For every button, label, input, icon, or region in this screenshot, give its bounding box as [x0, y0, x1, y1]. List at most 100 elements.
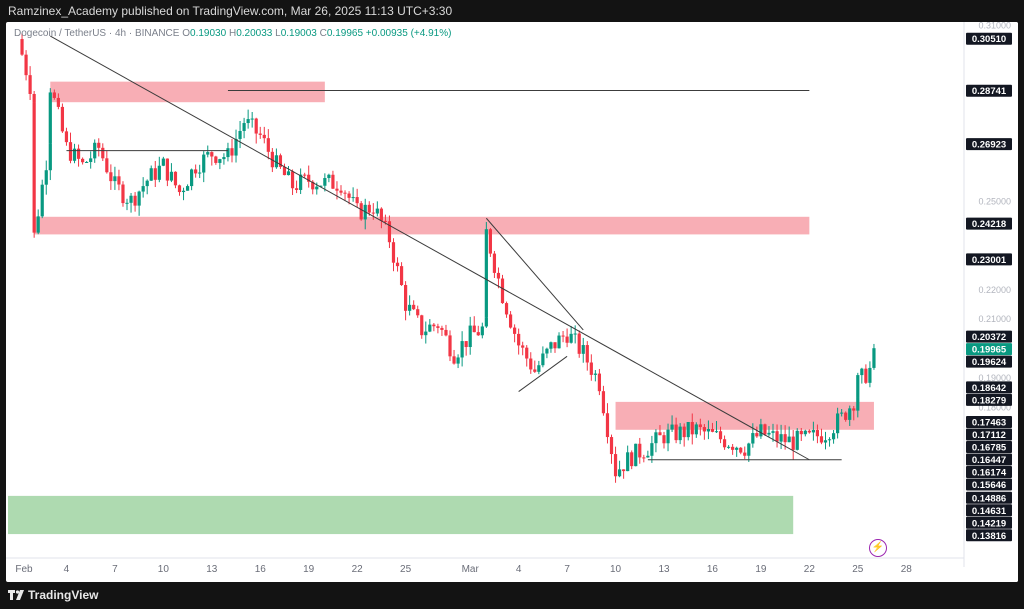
candle-body-208	[848, 408, 852, 420]
candle-body-34	[149, 168, 153, 181]
candle-body-41	[177, 185, 182, 193]
price-label-15: 0.15646	[972, 480, 1006, 491]
price-label-box-18	[966, 516, 1012, 529]
candle-body-82	[343, 192, 347, 194]
x-tick-label-12: 10	[610, 564, 622, 575]
candle-body-214	[868, 367, 872, 383]
candle-body-117	[484, 317, 488, 327]
x-tick-label-14: 16	[707, 564, 719, 575]
candle-body-2	[28, 75, 32, 94]
candle-body-188	[767, 432, 771, 435]
candle-body-46	[198, 172, 202, 174]
candle-body-13	[64, 131, 69, 143]
price-label-box-10	[966, 416, 1012, 429]
candle-body-16	[76, 148, 81, 159]
price-label-0: 0.30510	[972, 34, 1006, 45]
candle-body-89	[371, 212, 375, 214]
lightning-icon[interactable]: ⚡	[869, 539, 887, 557]
candle-body-140	[573, 333, 577, 335]
x-tick-label-2: 7	[112, 564, 118, 575]
candle-body-159	[650, 443, 654, 456]
price-label-4: 0.23001	[972, 255, 1007, 266]
candle-body-165	[674, 424, 678, 441]
candle-body-170	[694, 424, 698, 435]
candle-body-193	[787, 436, 791, 443]
publisher-bar: Ramzinex_Academy published on TradingVie…	[0, 0, 1024, 22]
y-tick-label-2: 0.22000	[978, 285, 1011, 295]
candlestick-chart[interactable]: 0.31000 0.25000 0.22000 0.21000 0.19000 0.180…	[6, 22, 1018, 582]
candle-body-205	[836, 413, 840, 434]
price-label-box-4	[966, 253, 1012, 266]
candle-body-3	[32, 93, 36, 103]
candle-body-167	[682, 426, 686, 438]
brand-name: TradingView	[28, 588, 99, 602]
candle-body-157	[642, 457, 646, 459]
candle-body-71	[299, 174, 303, 190]
candle-body-75	[315, 186, 319, 190]
brand-bar: TradingView	[0, 582, 1024, 609]
candle-body-197	[803, 430, 807, 435]
candle-body-24	[109, 172, 113, 182]
candle-body-211	[856, 375, 860, 398]
candle-body-180	[735, 447, 739, 450]
x-tick-label-10: 4	[516, 564, 522, 575]
candle-body-153	[626, 452, 630, 472]
candle-body-172	[702, 427, 706, 432]
candle-body-1	[24, 54, 28, 76]
price-label-box-1	[966, 84, 1012, 97]
candle-body-181	[739, 447, 743, 453]
price-label-11: 0.17112	[972, 430, 1006, 441]
price-label-18: 0.14219	[972, 518, 1006, 529]
price-label-box-3	[966, 217, 1012, 230]
candle-body-147	[601, 391, 606, 414]
price-label-box-7	[966, 355, 1012, 368]
candle-body-162	[662, 435, 666, 444]
candle-body-43	[185, 186, 190, 191]
candle-body-67	[282, 166, 287, 176]
candle-body-40	[173, 171, 178, 186]
candle-body-178	[727, 446, 731, 448]
candle-body-137	[561, 335, 565, 337]
price-label-12: 0.16785	[972, 443, 1007, 454]
candle-body-119	[488, 229, 492, 254]
low-value: 0.19003	[280, 28, 317, 39]
candle-body-108	[448, 335, 452, 357]
candle-body-189	[771, 431, 775, 433]
candle-body-198	[807, 430, 811, 433]
candle-body-18	[85, 161, 89, 163]
supply-zone-2	[615, 401, 874, 430]
candle-body-32	[141, 186, 145, 192]
candle-body-72	[303, 174, 307, 176]
publisher-text: Ramzinex_Academy published on TradingVie…	[8, 4, 453, 18]
chart-panel[interactable]: 0.31000 0.25000 0.22000 0.21000 0.19000 0.180…	[6, 22, 1018, 582]
candle-body-23	[105, 158, 109, 173]
candle-body-7	[44, 170, 48, 185]
candle-body-62	[262, 134, 266, 139]
candle-body-85	[355, 197, 359, 204]
candle-body-190	[775, 431, 779, 442]
high-label: H	[228, 28, 237, 39]
candle-body-179	[731, 446, 735, 450]
open-value: 0.19030	[190, 28, 227, 39]
price-label-box-2	[966, 138, 1012, 151]
candle-body-51	[218, 159, 222, 163]
symbol-name: Dogecoin / TetherUS · 4h · BINANCE	[14, 28, 180, 39]
price-label-7: 0.19624	[972, 357, 1007, 368]
candle-body-66	[278, 155, 283, 167]
candle-body-171	[698, 424, 702, 428]
candle-body-101	[420, 315, 424, 336]
candle-body-37	[161, 158, 165, 166]
candle-body-106	[440, 327, 444, 330]
tradingview-logo-icon	[8, 590, 24, 600]
candle-body-65	[274, 155, 278, 168]
candle-body-164	[670, 424, 674, 430]
candle-body-28	[125, 202, 129, 204]
candle-body-138	[565, 336, 569, 343]
candle-body-160	[654, 432, 658, 444]
candle-body-139	[569, 333, 573, 343]
close-label: C	[319, 28, 327, 39]
price-label-box-6	[966, 343, 1012, 356]
candle-body-195	[795, 430, 799, 450]
close-value: 0.19965	[326, 28, 364, 39]
candle-body-84	[351, 197, 355, 199]
